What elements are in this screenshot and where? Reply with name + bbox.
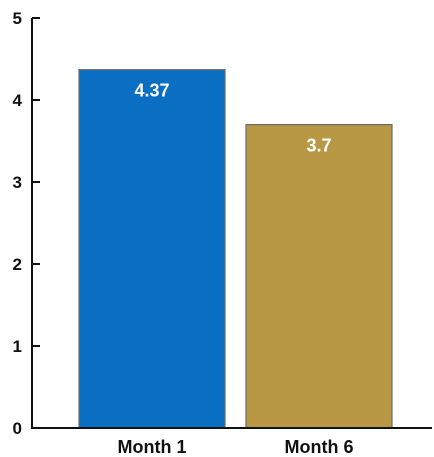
y-tick-label: 5 bbox=[13, 9, 22, 28]
y-tick-label: 3 bbox=[13, 173, 22, 192]
y-axis-ticks: 0 1 2 3 4 5 bbox=[13, 9, 40, 438]
y-tick-label: 1 bbox=[13, 337, 22, 356]
bar bbox=[245, 123, 393, 429]
bar bbox=[78, 69, 226, 429]
bar-value-label: 4.37 bbox=[134, 81, 169, 101]
bar-value-label: 3.7 bbox=[306, 136, 331, 156]
value-labels-group: 4.37 3.7 bbox=[134, 81, 331, 156]
bars-group bbox=[78, 69, 393, 429]
y-tick-label: 2 bbox=[13, 255, 22, 274]
y-tick-label: 4 bbox=[13, 91, 23, 110]
x-category-label: Month 1 bbox=[118, 437, 187, 457]
x-category-label: Month 6 bbox=[285, 437, 354, 457]
x-axis-labels: Month 1 Month 6 bbox=[118, 437, 354, 457]
y-tick-label: 0 bbox=[13, 419, 22, 438]
